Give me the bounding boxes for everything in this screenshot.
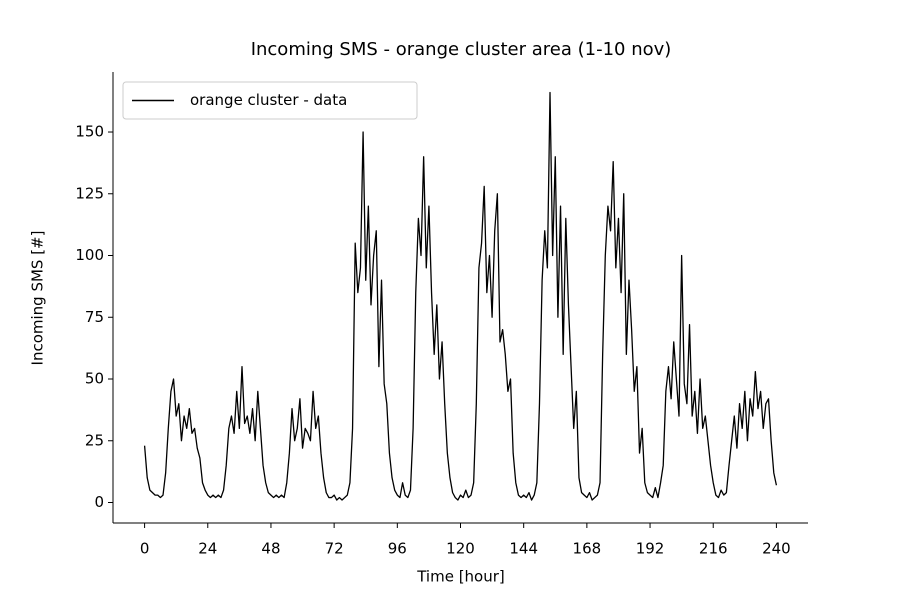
y-tick-label: 150: [75, 123, 104, 141]
legend: orange cluster - data: [122, 81, 418, 120]
y-tick-label: 50: [85, 370, 104, 388]
y-tick-label: 75: [85, 308, 104, 326]
y-tick-label: 0: [94, 493, 104, 511]
x-tick-label: 96: [388, 540, 407, 558]
x-tick-label: 168: [573, 540, 602, 558]
y-axis-label: Incoming SMS [#]: [29, 231, 47, 366]
x-tick-label: 0: [140, 540, 150, 558]
y-tick-label: 100: [75, 246, 104, 264]
x-tick-label: 240: [762, 540, 791, 558]
x-tick-label: 192: [636, 540, 665, 558]
x-tick-label: 48: [261, 540, 280, 558]
chart-title: Incoming SMS - orange cluster area (1-10…: [251, 39, 672, 60]
y-tick-label: 25: [85, 431, 104, 449]
x-tick-label: 144: [509, 540, 538, 558]
x-tick-label: 120: [446, 540, 475, 558]
legend-box: [122, 81, 418, 120]
x-tick-label: 72: [325, 540, 344, 558]
data-line: [143, 91, 778, 501]
legend-label: orange cluster - data: [190, 91, 347, 109]
x-tick-label: 24: [198, 540, 217, 558]
y-tick-label: 125: [75, 184, 104, 202]
x-axis-label: Time [hour]: [416, 568, 505, 586]
x-tick-label: 216: [699, 540, 728, 558]
